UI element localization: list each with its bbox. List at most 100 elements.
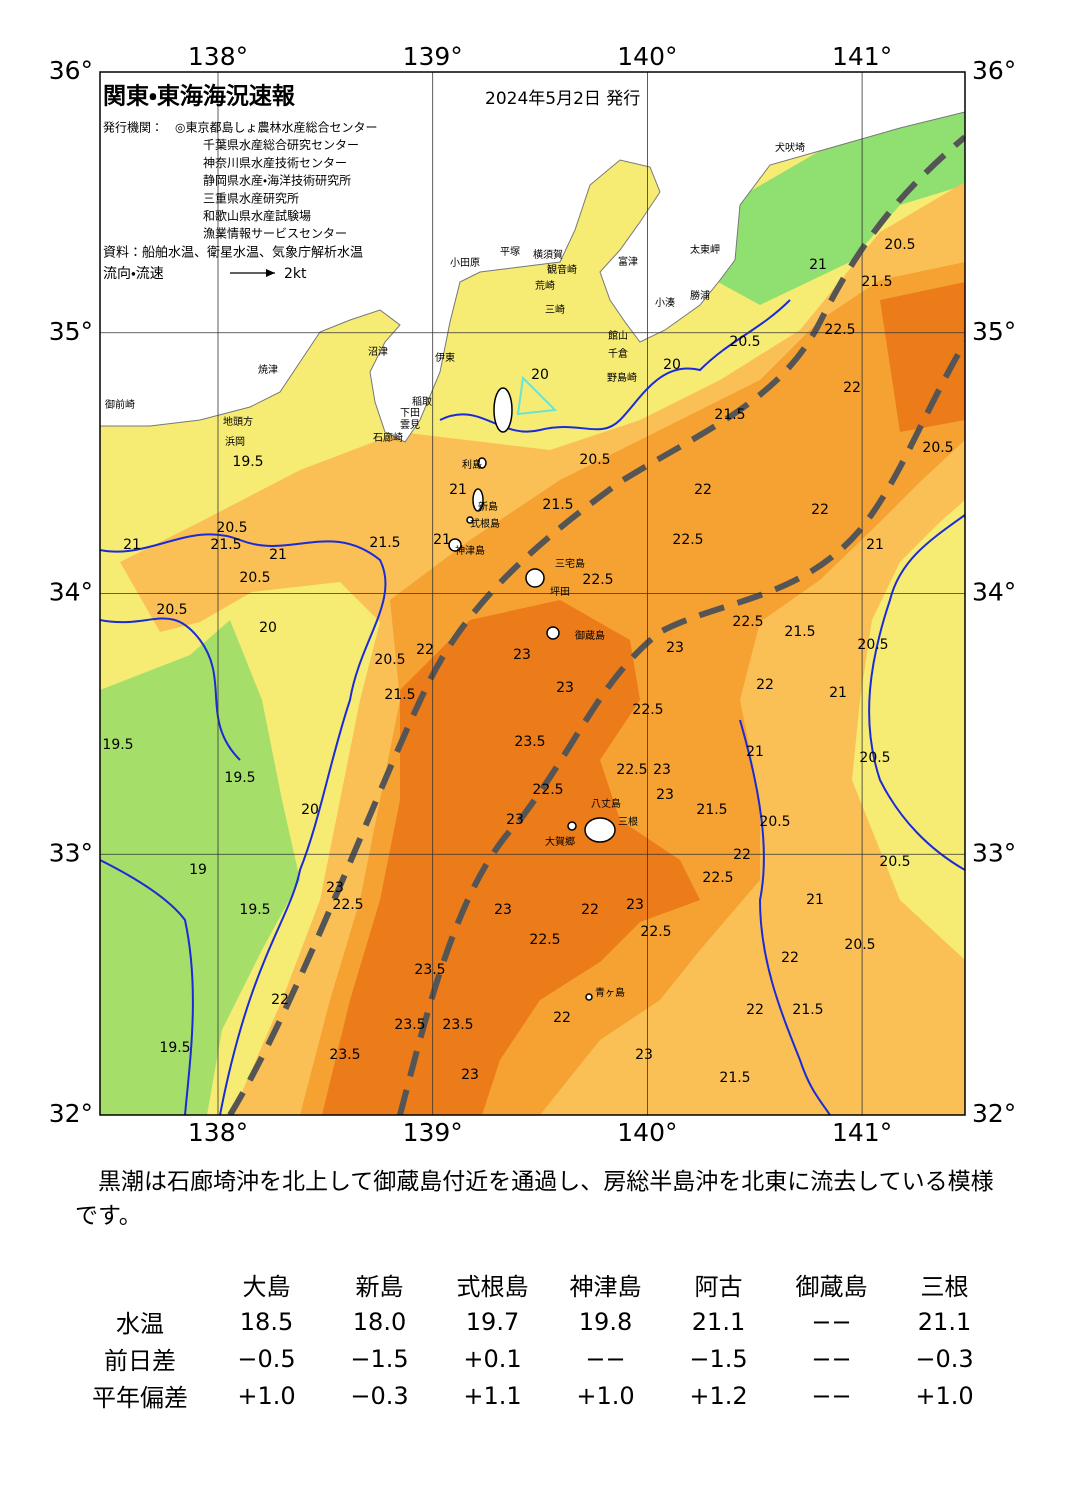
observation-table: 大島 新島 式根島 神津島 阿古 御蔵島 三根 水温 18.5 18.0 19.7 19.8 21.1 −… bbox=[70, 1266, 1001, 1414]
corner-cell bbox=[70, 1266, 210, 1303]
data-source: 資料：船舶水温、衛星水温、気象庁解析水温 bbox=[103, 245, 363, 261]
place-label: 太東岬 bbox=[690, 243, 720, 256]
place-label: 新島 bbox=[478, 500, 498, 513]
contour-label: 20 bbox=[259, 620, 277, 636]
lon-label-top: 140° bbox=[617, 42, 677, 71]
place-label: 三崎 bbox=[545, 303, 565, 316]
lat-label-left: 33° bbox=[49, 838, 93, 867]
flow-scale: 2kt bbox=[284, 266, 307, 282]
lat-label-right: 32° bbox=[972, 1099, 1016, 1128]
map-body: 21 20.5 21.5 20.5 22.5 22 21.5 20.5 22 22.5 22 21 22… bbox=[100, 72, 965, 1115]
contour-label: 22.5 bbox=[702, 870, 733, 886]
island bbox=[585, 993, 593, 1001]
row-label: 水温 bbox=[116, 1310, 164, 1338]
contour-label: 20 bbox=[531, 367, 549, 383]
summary-text: 黒潮は石廊埼沖を北上して御蔵島付近を通過し、房総半島沖を北東に流去している模様で… bbox=[75, 1169, 994, 1229]
contour-label: 21 bbox=[746, 744, 764, 760]
lat-label-right: 33° bbox=[972, 838, 1016, 867]
place-label: 平塚 bbox=[500, 246, 520, 258]
issuer-label: 発行機関： bbox=[103, 121, 163, 135]
contour-label: 21.5 bbox=[784, 624, 815, 640]
contour-labels: 21 20.5 21.5 20.5 22.5 22 21.5 20.5 22 22.5 22 21 22… bbox=[102, 237, 953, 1086]
place-label: 野島崎 bbox=[607, 371, 637, 384]
issuer: 漁業情報サービスセンター bbox=[203, 227, 347, 241]
contour-label: 21 bbox=[449, 482, 467, 498]
issuer: 千葉県水産総合研究センター bbox=[203, 137, 359, 152]
contour-label: 22.5 bbox=[532, 782, 563, 798]
isotherm bbox=[868, 514, 965, 871]
cell: −− bbox=[811, 1344, 852, 1373]
contour-label: 21 bbox=[866, 537, 884, 553]
station-header: 新島 bbox=[355, 1273, 404, 1301]
contour-label: 23.5 bbox=[514, 734, 545, 750]
cell: +0.1 bbox=[463, 1344, 522, 1373]
contour-label: 22.5 bbox=[582, 572, 613, 588]
contour-label: 22.5 bbox=[640, 924, 671, 940]
contour-label: 21 bbox=[809, 257, 827, 273]
lon-label-top: 138° bbox=[188, 42, 248, 71]
isotherm bbox=[100, 859, 194, 1115]
cell: −− bbox=[811, 1307, 852, 1336]
place-label: 三根 bbox=[618, 815, 638, 828]
contour-label: 21.5 bbox=[696, 802, 727, 818]
contour-label: 22.5 bbox=[332, 897, 363, 913]
kuroshio-water bbox=[322, 282, 965, 1115]
place-label: 地頭方 bbox=[223, 415, 253, 428]
cell: −− bbox=[811, 1381, 852, 1410]
map-title: 関東・東海海況速報 bbox=[103, 83, 296, 110]
contour-label: 22 bbox=[271, 992, 289, 1008]
contour-label: 21.5 bbox=[210, 537, 241, 553]
island bbox=[525, 568, 545, 588]
contour-label: 20.5 bbox=[239, 570, 270, 586]
contour-label: 20.5 bbox=[374, 652, 405, 668]
cell: −0.5 bbox=[237, 1344, 296, 1373]
place-label: 石廊崎 bbox=[373, 431, 403, 444]
contour-label: 23 bbox=[326, 880, 344, 896]
lon-label-top: 139° bbox=[403, 42, 463, 71]
place-label: 稲取 bbox=[412, 396, 432, 408]
station-header: 神津島 bbox=[569, 1273, 642, 1301]
place-label: 沼津 bbox=[368, 345, 388, 358]
cell: 21.1 bbox=[691, 1307, 746, 1336]
contour-label: 23 bbox=[656, 787, 674, 803]
row-label: 平年偏差 bbox=[92, 1384, 188, 1412]
place-label: 千倉 bbox=[608, 348, 628, 360]
lat-label-left: 32° bbox=[49, 1099, 93, 1128]
contour-label: 23 bbox=[506, 812, 524, 828]
island bbox=[472, 488, 484, 512]
contour-label: 20.5 bbox=[729, 334, 760, 350]
contour-label: 20.5 bbox=[859, 750, 890, 766]
contour-label: 20.5 bbox=[579, 452, 610, 468]
map-frame bbox=[99, 71, 966, 1116]
contour-label: 23.5 bbox=[394, 1017, 425, 1033]
contour-label: 19.5 bbox=[224, 770, 255, 786]
cell: −1.5 bbox=[350, 1344, 409, 1373]
isotherms bbox=[100, 299, 965, 1115]
issuer: 三重県水産研究所 bbox=[203, 191, 299, 205]
place-label: 下田 bbox=[400, 408, 420, 419]
header-row: 大島 新島 式根島 神津島 阿古 御蔵島 三根 bbox=[70, 1266, 1001, 1303]
contour-label: 23 bbox=[666, 640, 684, 656]
place-label: 館山 bbox=[608, 329, 628, 342]
flow-label: 流向・流速 bbox=[103, 266, 164, 282]
contour-label: 23 bbox=[494, 902, 512, 918]
contour-label: 20.5 bbox=[879, 854, 910, 870]
island bbox=[546, 626, 560, 640]
lat-label-left: 34° bbox=[49, 578, 93, 607]
issuer-list: ◎東京都島しょ農林水産総合センター千葉県水産総合研究センター神奈川県水産技術セン… bbox=[175, 120, 377, 241]
place-label: 御前崎 bbox=[105, 398, 135, 411]
lat-label-left: 36° bbox=[49, 56, 93, 85]
isotherm bbox=[100, 533, 387, 1115]
contour-label: 20.5 bbox=[759, 814, 790, 830]
contour-label: 20.5 bbox=[922, 440, 953, 456]
contour-label: 22 bbox=[694, 482, 712, 498]
isotherm bbox=[100, 617, 241, 761]
lat-label-right: 34° bbox=[972, 578, 1016, 607]
cell: 19.7 bbox=[465, 1307, 520, 1336]
contour-label: 21.5 bbox=[369, 535, 400, 551]
place-label: 小田原 bbox=[450, 257, 480, 269]
lon-label-top: 141° bbox=[832, 42, 892, 71]
contour-label: 23 bbox=[461, 1067, 479, 1083]
contour-label: 22 bbox=[756, 677, 774, 693]
